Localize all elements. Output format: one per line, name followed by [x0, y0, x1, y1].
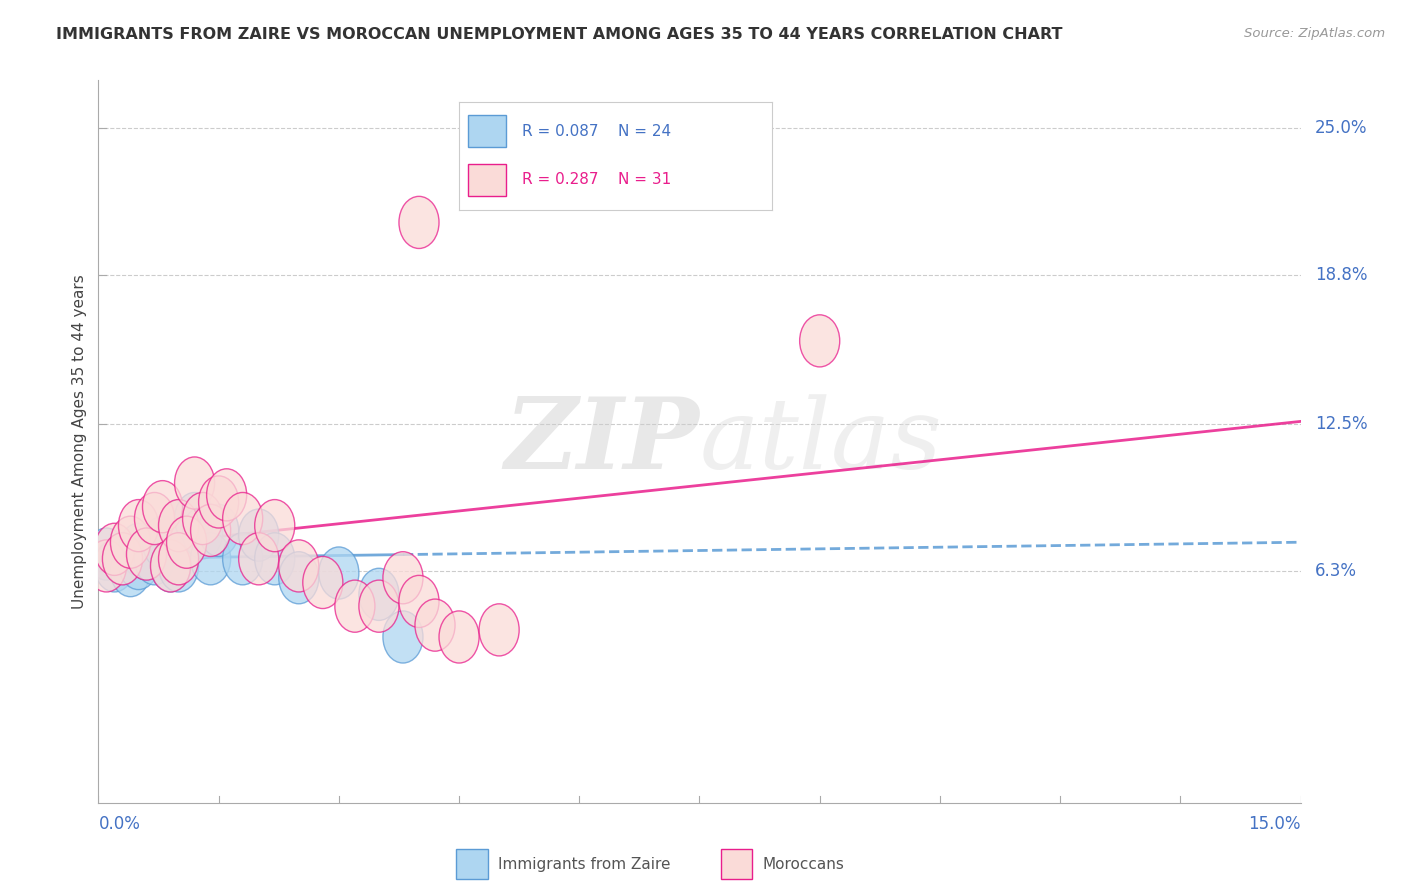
Ellipse shape [183, 507, 222, 558]
Ellipse shape [239, 509, 278, 561]
Ellipse shape [800, 315, 839, 367]
Ellipse shape [86, 540, 127, 592]
Ellipse shape [278, 540, 319, 592]
Text: 0.0%: 0.0% [98, 814, 141, 832]
Ellipse shape [191, 533, 231, 585]
Ellipse shape [399, 196, 439, 249]
Ellipse shape [159, 500, 198, 551]
Text: ZIP: ZIP [505, 393, 699, 490]
Text: Source: ZipAtlas.com: Source: ZipAtlas.com [1244, 27, 1385, 40]
Ellipse shape [191, 504, 231, 557]
Ellipse shape [86, 528, 127, 580]
Ellipse shape [150, 540, 191, 592]
Ellipse shape [127, 528, 166, 580]
Ellipse shape [239, 533, 278, 585]
Text: 18.8%: 18.8% [1315, 266, 1368, 284]
Ellipse shape [111, 516, 150, 568]
Ellipse shape [183, 492, 222, 545]
Ellipse shape [254, 500, 295, 551]
Ellipse shape [222, 492, 263, 545]
Ellipse shape [159, 540, 198, 592]
Ellipse shape [103, 533, 142, 585]
Ellipse shape [135, 492, 174, 545]
Ellipse shape [222, 533, 263, 585]
Ellipse shape [118, 524, 159, 575]
Text: IMMIGRANTS FROM ZAIRE VS MOROCCAN UNEMPLOYMENT AMONG AGES 35 TO 44 YEARS CORRELA: IMMIGRANTS FROM ZAIRE VS MOROCCAN UNEMPL… [56, 27, 1063, 42]
Ellipse shape [319, 547, 359, 599]
Ellipse shape [174, 457, 215, 509]
Ellipse shape [166, 516, 207, 568]
Ellipse shape [278, 551, 319, 604]
Ellipse shape [111, 545, 150, 597]
Ellipse shape [142, 516, 183, 568]
Ellipse shape [174, 492, 215, 545]
Text: 25.0%: 25.0% [1315, 119, 1368, 136]
Ellipse shape [150, 540, 191, 592]
Ellipse shape [359, 568, 399, 621]
Ellipse shape [198, 504, 239, 557]
Ellipse shape [207, 469, 246, 521]
Ellipse shape [127, 528, 166, 580]
Ellipse shape [359, 580, 399, 632]
Ellipse shape [335, 580, 375, 632]
Ellipse shape [118, 500, 159, 551]
Ellipse shape [439, 611, 479, 663]
Ellipse shape [142, 481, 183, 533]
Ellipse shape [382, 611, 423, 663]
Ellipse shape [94, 524, 135, 575]
Ellipse shape [94, 540, 135, 592]
Ellipse shape [159, 500, 198, 551]
Ellipse shape [198, 476, 239, 528]
Ellipse shape [302, 557, 343, 608]
Ellipse shape [118, 538, 159, 590]
Ellipse shape [479, 604, 519, 656]
Ellipse shape [399, 575, 439, 627]
Ellipse shape [415, 599, 456, 651]
Ellipse shape [254, 533, 295, 585]
Ellipse shape [159, 533, 198, 585]
Ellipse shape [103, 533, 142, 585]
Text: 12.5%: 12.5% [1315, 415, 1368, 433]
Y-axis label: Unemployment Among Ages 35 to 44 years: Unemployment Among Ages 35 to 44 years [72, 274, 87, 609]
Ellipse shape [166, 516, 207, 568]
Ellipse shape [135, 533, 174, 585]
Text: 15.0%: 15.0% [1249, 814, 1301, 832]
Text: atlas: atlas [699, 394, 942, 489]
Text: 6.3%: 6.3% [1315, 562, 1357, 580]
Ellipse shape [382, 551, 423, 604]
